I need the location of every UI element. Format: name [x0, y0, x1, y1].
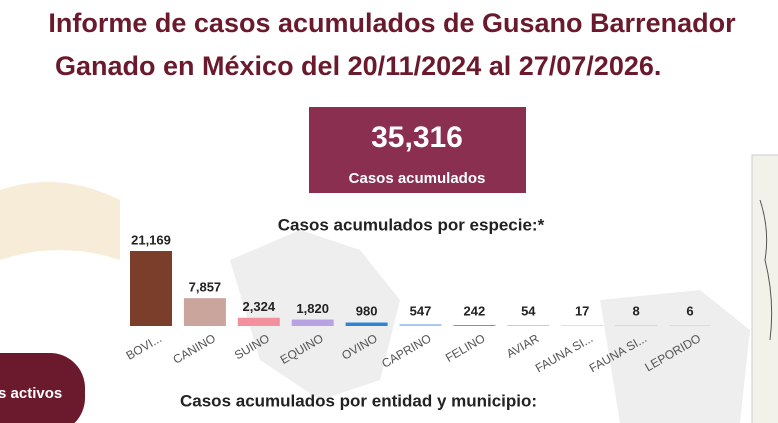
value-label: 1,820	[296, 301, 329, 316]
bar	[507, 325, 550, 326]
kpi-value: 35,316	[371, 121, 463, 154]
x-tick-label: BOVI...	[124, 331, 165, 362]
title-line-1: Informe de casos acumulados de Gusano Ba…	[48, 8, 736, 38]
x-tick-label: FELINO	[443, 331, 488, 365]
bar	[669, 325, 711, 326]
bar	[291, 319, 334, 326]
bar	[237, 317, 280, 326]
map-outline	[759, 199, 773, 341]
value-label: 2,324	[243, 299, 276, 314]
side-button-label[interactable]: s activos	[0, 385, 62, 402]
section-title: Casos acumulados por entidad y municipio…	[180, 391, 537, 410]
side-button[interactable]	[0, 353, 85, 423]
x-tick-label: FAUNA SI...	[533, 331, 595, 375]
title-line-2: Ganado en México del 20/11/2024 al 27/07…	[55, 51, 661, 81]
value-label: 17	[575, 303, 589, 318]
value-label: 242	[464, 303, 486, 318]
bar	[453, 325, 496, 326]
value-label: 7,857	[189, 280, 222, 295]
watermark	[0, 182, 750, 423]
value-label: 6	[686, 303, 693, 318]
bar	[345, 322, 388, 326]
bar	[561, 325, 604, 326]
x-tick-label: CANINO	[171, 331, 218, 366]
bar	[130, 251, 172, 326]
value-label: 54	[521, 303, 536, 318]
bar	[615, 325, 658, 326]
x-tick-label: AVIAR	[504, 331, 542, 361]
value-label: 547	[410, 303, 432, 318]
kpi-label: Casos acumulados	[349, 170, 486, 187]
bar	[183, 298, 226, 326]
value-label: 980	[356, 303, 378, 318]
bar	[399, 324, 442, 326]
chart-title: Casos acumulados por especie:*	[278, 215, 545, 234]
value-label: 8	[632, 303, 639, 318]
value-label: 21,169	[131, 232, 171, 247]
map-panel[interactable]	[751, 154, 778, 423]
kpi-box	[309, 107, 526, 193]
